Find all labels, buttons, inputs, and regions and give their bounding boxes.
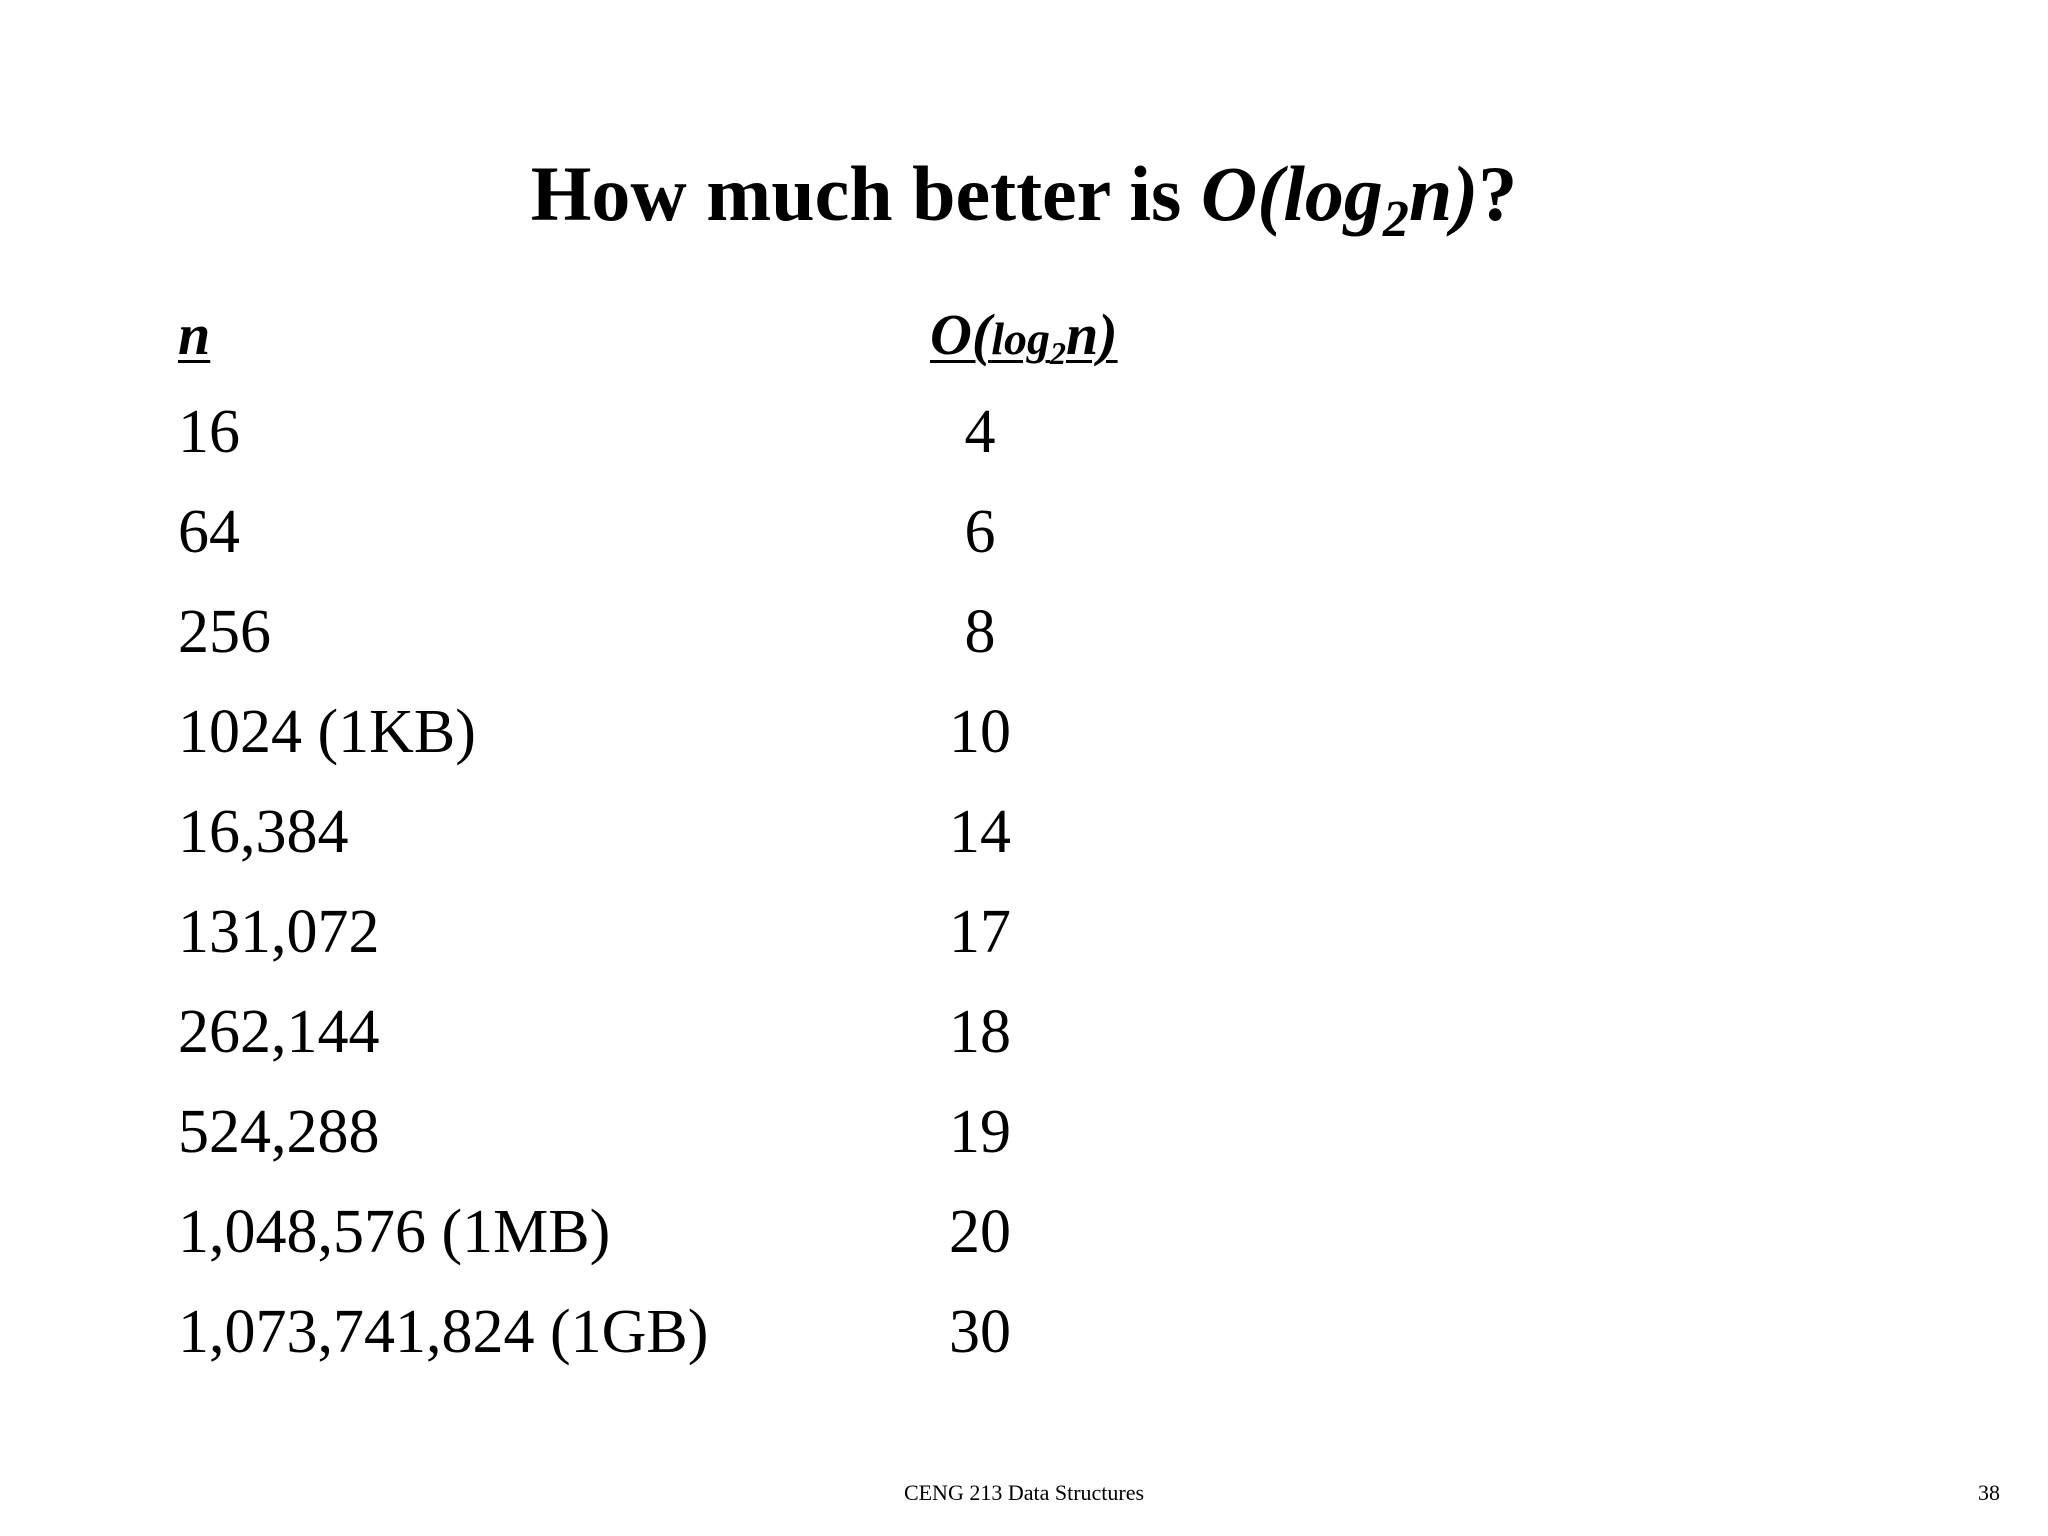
n-value: 64 — [178, 498, 240, 566]
log-value: 18 — [949, 998, 1011, 1066]
title-expr-subscript: 2 — [1382, 191, 1409, 249]
title-prefix: How much better is — [530, 150, 1201, 238]
log-value: 30 — [949, 1298, 1011, 1366]
n-value: 1,073,741,824 (1GB) — [178, 1298, 709, 1366]
table-row: 1,073,741,824 (1GB) 30 — [0, 1292, 2048, 1392]
log-value: 19 — [949, 1098, 1011, 1166]
column-header-n: n — [178, 302, 211, 367]
slide-title: How much better is O(log2n)? — [0, 144, 2048, 246]
table-row: 256 8 — [0, 592, 2048, 692]
column-header-log: O(log2n) — [930, 300, 1118, 374]
table-row: 262,144 18 — [0, 992, 2048, 1092]
table-row: 1,048,576 (1MB) 20 — [0, 1192, 2048, 1292]
table-row: 1024 (1KB) 10 — [0, 692, 2048, 792]
title-expr-start: O(log — [1200, 150, 1383, 238]
log-header-end: n) — [1065, 302, 1118, 367]
n-value: 16,384 — [178, 798, 349, 866]
n-value: 1024 (1KB) — [178, 698, 476, 766]
n-value: 1,048,576 (1MB) — [178, 1198, 611, 1266]
log-value: 10 — [949, 698, 1011, 766]
log-header-log: log — [991, 313, 1050, 364]
title-expr-end: n) — [1408, 150, 1479, 238]
n-value: 256 — [178, 598, 271, 666]
n-value: 131,072 — [178, 898, 380, 966]
log-value: 8 — [964, 598, 996, 666]
n-value: 262,144 — [178, 998, 380, 1066]
footer-page-number: 38 — [1978, 1480, 2000, 1505]
log-value: 17 — [949, 898, 1011, 966]
log-value: 20 — [949, 1198, 1011, 1266]
title-suffix: ? — [1478, 150, 1518, 238]
log-header-start: O( — [930, 302, 992, 367]
log-value: 14 — [949, 798, 1011, 866]
table-row: 16,384 14 — [0, 792, 2048, 892]
log-header-subscript: 2 — [1049, 335, 1066, 371]
title-expression: O(log2n) — [1200, 150, 1479, 246]
table-row: 16 4 — [0, 392, 2048, 492]
table-row: 524,288 19 — [0, 1092, 2048, 1192]
log-value: 4 — [964, 398, 996, 466]
n-value: 16 — [178, 398, 240, 466]
log-value: 6 — [964, 498, 996, 566]
table-row: 64 6 — [0, 492, 2048, 592]
footer-course-name: CENG 213 Data Structures — [903, 1480, 1145, 1505]
n-value: 524,288 — [178, 1098, 380, 1166]
comparison-table: 16 4 64 6 256 8 1024 (1KB) 10 16,384 14 … — [0, 392, 2048, 1392]
table-row: 131,072 17 — [0, 892, 2048, 992]
